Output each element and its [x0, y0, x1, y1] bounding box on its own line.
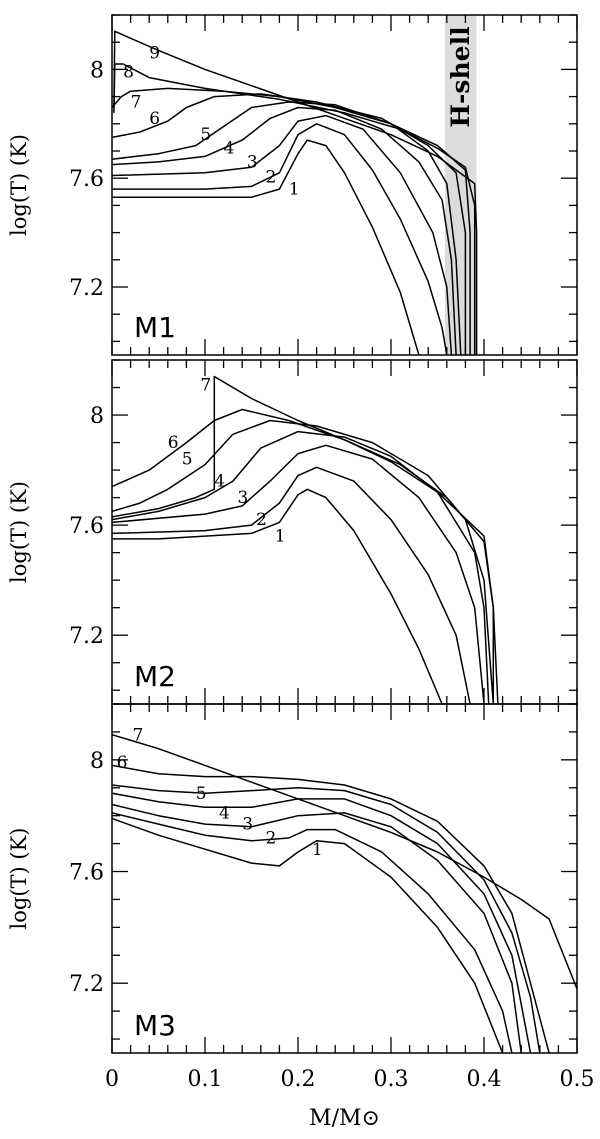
curve-9 — [113, 30, 478, 355]
y-tick-label: 7.2 — [69, 276, 104, 301]
curve-label-4: 4 — [214, 472, 225, 492]
curve-label-1: 1 — [289, 180, 300, 200]
curve-2 — [112, 812, 513, 1053]
plot-frame — [111, 703, 578, 1054]
x-tick-label: 0 — [105, 1067, 119, 1092]
curve-2 — [112, 466, 471, 704]
y-tick-label: 8 — [90, 749, 104, 774]
curve-label-9: 9 — [149, 44, 160, 64]
curve-label-7: 7 — [132, 725, 143, 745]
y-tick-label: 7.2 — [69, 972, 104, 997]
curve-2 — [112, 123, 448, 355]
curve-label-8: 8 — [123, 63, 134, 83]
curve-1 — [112, 488, 443, 704]
curve-label-5: 5 — [200, 125, 211, 145]
curve-label-3: 3 — [247, 152, 258, 172]
y-tick-label: 7.6 — [69, 861, 104, 886]
curve-label-7: 7 — [131, 92, 142, 112]
plot-frame — [111, 14, 578, 356]
curve-label-5: 5 — [182, 450, 193, 470]
curve-label-2: 2 — [265, 829, 276, 849]
x-tick-label: 0.1 — [188, 1067, 223, 1092]
curve-label-3: 3 — [238, 488, 249, 508]
x-axis-label: M/M⊙ — [309, 1106, 380, 1131]
y-tick-label: 7.6 — [69, 514, 104, 539]
y-tick-label: 8 — [90, 58, 104, 83]
curve-label-1: 1 — [275, 527, 286, 547]
panel-label: M1 — [134, 311, 176, 344]
curve-1 — [112, 817, 504, 1053]
curve-6 — [112, 764, 550, 1053]
y-axis-label: log(T) (K) — [7, 481, 31, 583]
h-shell-label: H-shell — [446, 26, 475, 127]
curve-label-2: 2 — [265, 167, 276, 187]
curve-label-3: 3 — [242, 815, 253, 835]
curve-5 — [112, 784, 541, 1053]
y-axis-label: log(T) (K) — [7, 134, 31, 236]
curve-label-6: 6 — [117, 753, 128, 773]
curve-7 — [112, 87, 471, 355]
curve-7 — [112, 733, 577, 990]
curve-label-1: 1 — [312, 840, 323, 860]
curve-1 — [112, 139, 420, 355]
curve-4 — [112, 792, 532, 1053]
h-shell-band — [444, 15, 477, 355]
curve-3 — [112, 114, 453, 355]
curve-label-5: 5 — [196, 784, 207, 804]
y-tick-label: 8 — [90, 404, 104, 429]
curve-5 — [112, 419, 495, 704]
y-tick-label: 7.2 — [69, 624, 104, 649]
y-tick-label: 7.6 — [69, 167, 104, 192]
curve-3 — [112, 444, 485, 704]
y-axis-label: log(T) (K) — [7, 828, 31, 930]
curve-label-6: 6 — [168, 433, 179, 453]
x-tick-label: 0.5 — [560, 1067, 595, 1092]
x-tick-label: 0.2 — [281, 1067, 316, 1092]
panel-label: M2 — [134, 660, 176, 693]
curve-4 — [112, 430, 490, 704]
curve-label-2: 2 — [256, 510, 267, 530]
panel-label: M3 — [134, 1009, 176, 1042]
curve-8 — [113, 63, 476, 355]
curve-label-4: 4 — [224, 139, 235, 159]
x-tick-label: 0.4 — [467, 1067, 502, 1092]
curve-7 — [112, 375, 495, 704]
curve-label-4: 4 — [219, 803, 230, 823]
curve-3 — [112, 803, 522, 1053]
curve-label-7: 7 — [200, 375, 211, 395]
curve-label-6: 6 — [149, 109, 160, 129]
x-tick-label: 0.3 — [374, 1067, 409, 1092]
